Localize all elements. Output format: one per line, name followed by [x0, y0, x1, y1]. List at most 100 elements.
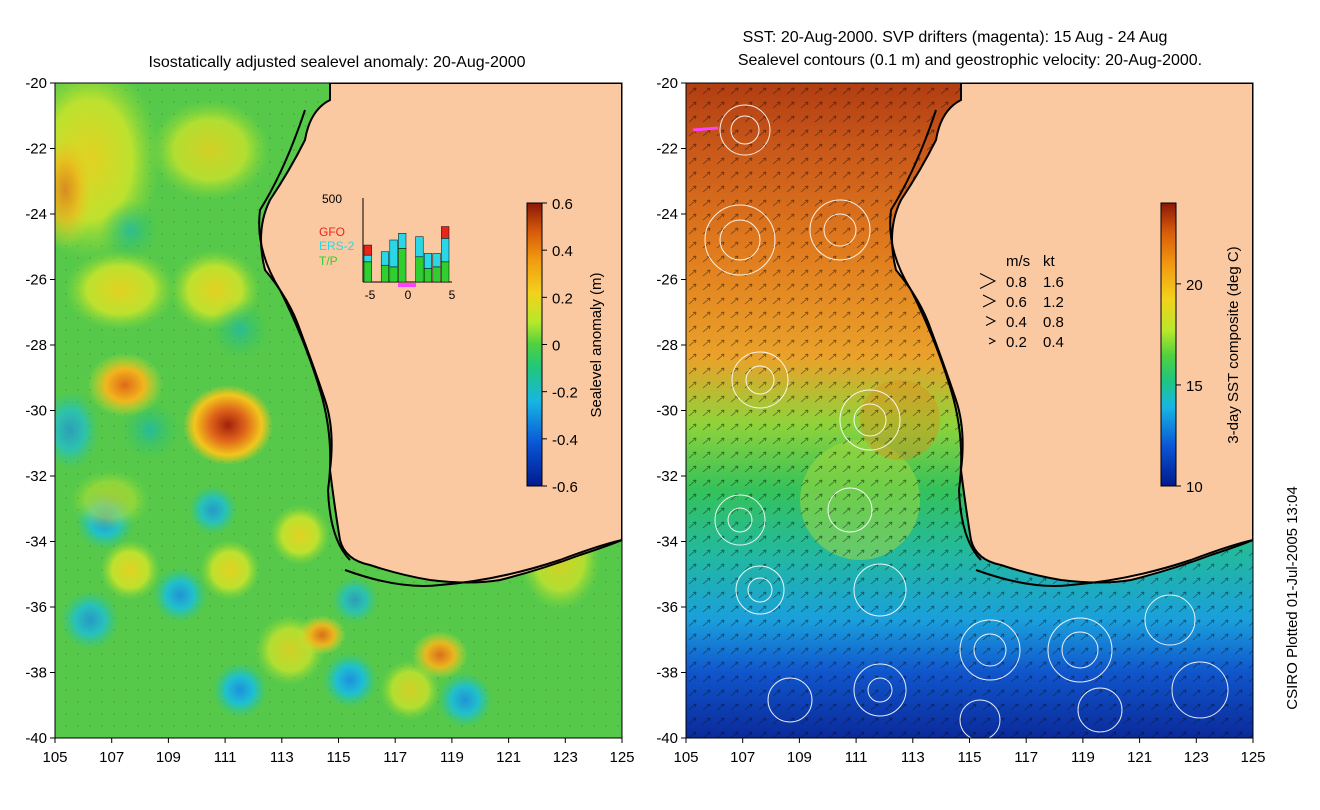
inset-bar-tp — [363, 261, 372, 283]
right-x-tick-label: 117 — [1014, 749, 1038, 766]
right-x-tick-label: 119 — [1071, 749, 1095, 766]
right-x-tick-label: 123 — [1184, 749, 1209, 766]
right-x-tick-label: 113 — [901, 749, 925, 766]
inset-bar-gfo — [441, 226, 450, 239]
left-x-tick-label: 109 — [156, 749, 181, 766]
inset-bar-tp — [389, 266, 398, 283]
left-colorbar-label: Sealevel anomaly (m) — [588, 272, 605, 417]
inset-bar-ers2 — [415, 236, 424, 258]
inset-xtick: -5 — [365, 288, 376, 302]
inset-legend-tp: T/P — [319, 254, 338, 268]
inset-bar-tp — [441, 261, 450, 283]
right-y-tick-label: -36 — [656, 599, 678, 616]
left-x-tick-label: 115 — [327, 749, 351, 766]
left-y-tick-label: -40 — [25, 730, 47, 747]
inset-bar-tp — [398, 248, 407, 283]
left-panel-title: Isostatically adjusted sealevel anomaly:… — [148, 54, 525, 71]
left-y-tick-label: -34 — [25, 534, 47, 551]
velocity-arrow-icon — [982, 294, 997, 308]
inset-bar-ers2 — [423, 253, 433, 269]
right-x-tick-label: 111 — [845, 749, 868, 766]
velocity-legend-kt: 1.2 — [1043, 294, 1064, 311]
left-x-axis: 105 107 109 111 113 115 117 119 121 123 125 — [42, 738, 635, 766]
velocity-legend-kt-header: kt — [1043, 253, 1056, 270]
right-colorbar-tick: 20 — [1186, 277, 1203, 294]
left-x-tick-label: 117 — [383, 749, 407, 766]
right-x-tick-label: 121 — [1127, 749, 1152, 766]
inset-bar-tp — [432, 266, 441, 283]
right-y-tick-label: -20 — [656, 75, 678, 92]
left-y-tick-label: -24 — [25, 206, 47, 223]
inset-bar-ers2 — [380, 251, 390, 266]
velocity-arrow-icon — [979, 273, 997, 289]
left-y-tick-label: -36 — [25, 599, 47, 616]
left-x-tick-label: 107 — [99, 749, 124, 766]
right-y-tick-label: -24 — [656, 206, 678, 223]
left-x-tick-label: 105 — [42, 749, 67, 766]
inset-bar-tp — [380, 264, 390, 283]
left-colorbar-tick: 0.4 — [552, 243, 573, 260]
inset-bar-tp — [423, 268, 433, 283]
inset-bar-ers2 — [389, 239, 398, 268]
right-sealevel-contours — [704, 104, 1229, 738]
right-drifter-track — [692, 126, 719, 132]
velocity-legend: m/s kt 0.8 1.6 0.6 1.2 0.4 0.8 0.2 0.4 — [979, 253, 1064, 351]
left-colorbar-tick: 0 — [552, 338, 560, 355]
inset-bars — [363, 226, 450, 283]
inset-bar-gfo — [363, 244, 372, 256]
right-y-tick-label: -22 — [656, 141, 678, 158]
left-y-tick-label: -38 — [25, 665, 47, 682]
left-y-tick-label: -28 — [25, 337, 47, 354]
left-x-tick-label: 119 — [440, 749, 464, 766]
inset-xtick: 5 — [449, 288, 456, 302]
velocity-legend-ms: 0.8 — [1006, 274, 1027, 291]
right-colorbar-tick: 15 — [1186, 378, 1203, 395]
left-y-tick-label: -20 — [25, 75, 47, 92]
right-x-tick-label: 125 — [1240, 749, 1265, 766]
velocity-legend-ms-header: m/s — [1006, 253, 1030, 270]
right-x-tick-label: 105 — [673, 749, 698, 766]
left-colorbar-tick: -0.6 — [552, 479, 578, 496]
right-colorbar: 20 15 10 3-day SST composite (deg C) — [1160, 202, 1242, 496]
velocity-arrow-icon — [985, 316, 997, 326]
velocity-legend-kt: 0.8 — [1043, 314, 1064, 331]
plot-credit: CSIRO Plotted 01-Jul-2005 13:04 — [1284, 486, 1301, 709]
right-panel-title: SST: 20-Aug-2000. SVP drifters (magenta)… — [743, 29, 1168, 46]
right-y-tick-label: -38 — [656, 665, 678, 682]
inset-bar-ers2 — [363, 254, 372, 263]
left-x-tick-label: 123 — [553, 749, 578, 766]
inset-bar-ers2 — [398, 233, 407, 249]
right-y-tick-label: -26 — [656, 272, 678, 289]
left-x-tick-label: 125 — [609, 749, 634, 766]
right-x-tick-label: 115 — [958, 749, 982, 766]
left-x-tick-label: 113 — [270, 749, 294, 766]
right-y-tick-label: -30 — [656, 403, 678, 420]
right-x-tick-label: 107 — [730, 749, 755, 766]
inset-legend-gfo: GFO — [319, 225, 345, 239]
right-colorbar-label: 3-day SST composite (deg C) — [1225, 246, 1242, 443]
right-y-tick-label: -28 — [656, 337, 678, 354]
right-panel-subtitle: Sealevel contours (0.1 m) and geostrophi… — [738, 52, 1202, 69]
right-y-tick-label: -40 — [656, 730, 678, 747]
left-y-tick-label: -22 — [25, 141, 47, 158]
left-y-tick-label: -26 — [25, 272, 47, 289]
left-colorbar-tick: -0.2 — [552, 385, 578, 402]
left-x-tick-label: 121 — [496, 749, 521, 766]
velocity-legend-ms: 0.6 — [1006, 294, 1027, 311]
left-y-axis: -20 -22 -24 -26 -28 -30 -32 -34 -36 -38 -40 — [25, 75, 55, 747]
inset-drifter-band — [398, 283, 416, 287]
right-y-tick-label: -32 — [656, 468, 678, 485]
left-colorbar: 0.6 0.4 0.2 0 -0.2 -0.4 -0.6 Sealevel anomaly … — [526, 196, 605, 496]
left-x-tick-label: 111 — [214, 749, 237, 766]
inset-bar-tp — [415, 256, 424, 283]
right-y-axis: -20 -22 -24 -26 -28 -30 -32 -34 -36 -38 -40 — [656, 75, 686, 747]
velocity-legend-kt: 1.6 — [1043, 274, 1064, 291]
left-colorbar-tick: 0.2 — [552, 290, 573, 307]
right-y-tick-label: -34 — [656, 534, 678, 551]
inset-histogram: 500 GFO ERS-2 T/P -5 0 5 — [319, 192, 456, 302]
left-colorbar-tick: -0.4 — [552, 432, 578, 449]
right-colorbar-tick: 10 — [1186, 479, 1203, 496]
inset-xtick: 0 — [405, 288, 412, 302]
velocity-legend-kt: 0.4 — [1043, 334, 1064, 351]
